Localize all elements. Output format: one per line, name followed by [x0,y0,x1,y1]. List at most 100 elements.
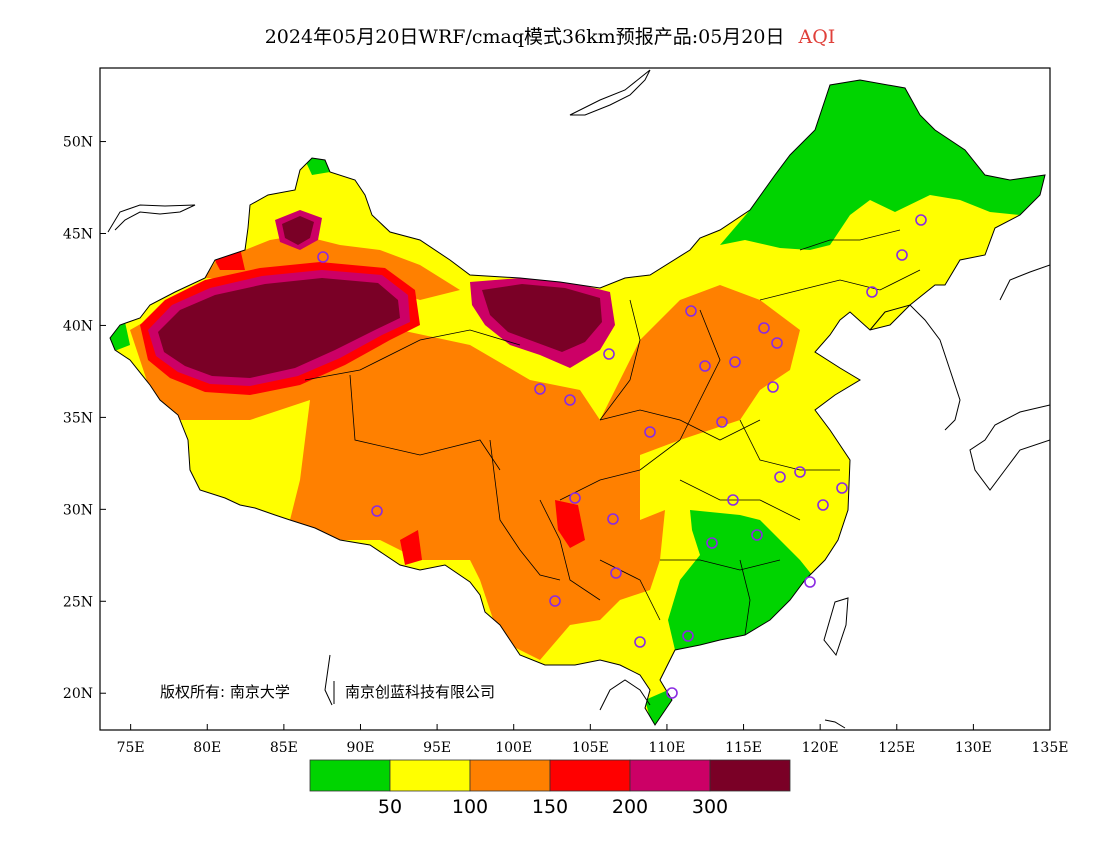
legend-label: 50 [378,796,402,818]
station-marker [644,426,656,438]
station-marker [569,492,581,504]
legend-label: 300 [692,796,728,818]
station-marker [896,249,908,261]
station-marker [371,505,383,517]
station-marker [603,348,615,360]
indochina-coast [599,679,651,711]
longitude-axis: 75E 80E 85E 90E 95E 100E 105E 110E 115E 120E 125E 1… [117,724,1069,756]
lon-tick-label: 120E [802,740,839,756]
legend-label: 150 [532,796,568,818]
lat-tick-label: 40N [63,318,93,334]
neighbor-coastlines [107,69,1050,729]
station-marker [866,286,878,298]
japan-kyushu-coast [969,404,1050,491]
station-marker [317,251,329,263]
lat-tick-label: 25N [63,594,93,610]
lon-tick-label: 95E [423,740,451,756]
lat-tick-label: 35N [63,410,93,426]
region-aqi-hazardous-gobi [482,284,602,352]
station-marker [804,576,816,588]
station-marker [758,322,770,334]
station-marker [564,394,576,406]
region-aqi-hazardous-taklimakan [158,278,400,378]
lon-tick-label: 80E [193,740,221,756]
province-border-line [599,559,661,621]
station-marker [727,494,739,506]
station-marker [716,416,728,428]
region-aqi-unhealthy-sichuan [555,500,585,548]
province-border-line [349,374,501,471]
province-border-line [739,559,751,636]
station-marker [634,636,646,648]
title-main: 2024年05月20日WRF/cmaq模式36km预报产品:05月20日 [264,26,785,48]
map-frame [99,67,1051,731]
lat-tick-label: 50N [63,135,93,151]
province-border-line [599,299,641,421]
philippines-coast [824,719,846,729]
lat-tick-label: 30N [63,502,93,518]
map-title: 2024年05月20日WRF/cmaq模式36km预报产品:05月20日 AQI [0,22,1100,49]
station-marker [549,595,561,607]
province-border-line [660,559,781,571]
station-marker [699,360,711,372]
station-marker [817,499,829,511]
region-aqi-good-northeast [720,80,1045,250]
lon-tick-label: 100E [495,740,532,756]
station-marker [682,630,694,642]
lon-tick-label: 115E [725,740,762,756]
taiwan-outline [823,597,849,657]
station-marker [751,529,763,541]
legend-swatch [309,759,391,792]
latitude-axis: 20N 25N 30N 35N 40N 45N 50N [63,135,106,702]
china-border [109,79,1046,726]
station-marker [767,381,779,393]
legend-swatch [709,759,791,792]
legend-swatch [389,759,471,792]
province-border-line [559,439,681,501]
legend-swatch [629,759,711,792]
lon-tick-label: 125E [878,740,915,756]
legend-label: 100 [452,796,488,818]
korean-peninsula [869,304,961,431]
copyright-prefix: 版权所有: 南京大学 [160,683,290,701]
province-border-line [304,329,521,381]
province-border-line [599,409,761,441]
copyright-note: 版权所有: 南京大学 南京创蓝科技有限公司 [160,681,495,704]
legend-swatch [469,759,551,792]
station-marker [774,471,786,483]
station-marker [915,214,927,226]
station-marker [794,466,806,478]
lat-tick-label: 20N [63,686,93,702]
province-border-line [539,499,601,601]
lon-tick-label: 130E [955,740,992,756]
station-marker [771,337,783,349]
province-border-line [679,309,721,441]
lon-tick-label: 90E [346,740,374,756]
aqi-legend: 50 100 150 200 300 [309,759,791,818]
station-marker [685,305,697,317]
myanmar-border [324,654,333,706]
lat-tick-label: 45N [63,227,93,243]
station-marker [610,567,622,579]
province-border-line [799,229,901,251]
legend-swatch [549,759,631,792]
lon-tick-label: 135E [1032,740,1069,756]
lon-tick-label: 105E [572,740,609,756]
station-marker [836,482,848,494]
province-borders [304,229,921,636]
lake-balkhash [107,204,196,233]
region-aqi-hazardous-junggar [282,216,314,245]
monitoring-stations [317,214,927,699]
province-border-line [759,269,921,301]
copyright-organization: 南京创蓝科技有限公司 [345,683,495,701]
station-marker [534,383,546,395]
province-border-line [739,419,840,471]
title-variable: AQI [798,26,836,48]
lake-baikal [569,69,651,116]
province-border-line [679,479,801,521]
map-area [100,68,1050,730]
station-marker [729,356,741,368]
station-marker [706,537,718,549]
region-aqi-unhealthy-tibet-south [400,530,422,565]
